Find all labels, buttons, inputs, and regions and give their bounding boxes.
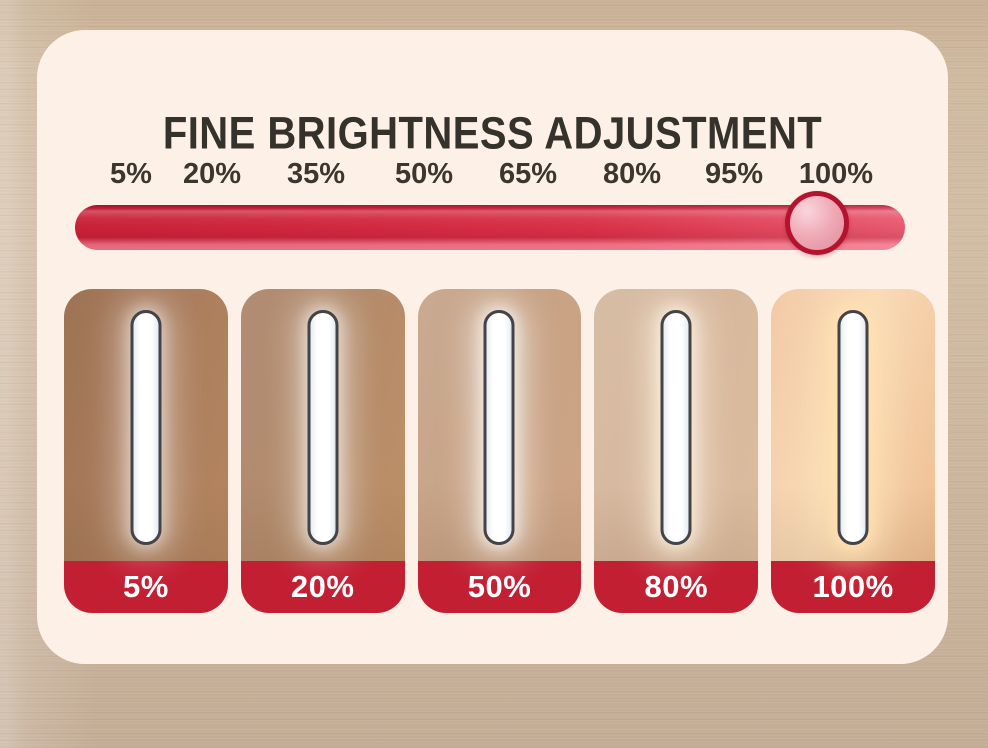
slider-handle[interactable] — [785, 191, 849, 255]
slider-tick-label: 50% — [394, 158, 454, 190]
page-title: FINE BRIGHTNESS ADJUSTMENT — [162, 108, 823, 160]
lamp-photo — [417, 289, 582, 561]
slider-tick-label: 35% — [286, 158, 346, 190]
light-bar — [307, 310, 339, 545]
brightness-label: 5% — [64, 561, 228, 613]
lamp-photo — [594, 289, 759, 561]
brightness-label: 80% — [594, 561, 759, 613]
light-bar — [837, 310, 869, 545]
slider-tick-label: 20% — [182, 158, 242, 190]
slider-tick-label: 100% — [798, 158, 874, 190]
slider-tick-label: 65% — [498, 158, 558, 190]
slider-track[interactable] — [75, 205, 905, 250]
brightness-label: 50% — [417, 561, 582, 613]
slider-tick-label: 95% — [704, 158, 764, 190]
brightness-panel: 50% — [417, 289, 582, 613]
brightness-panel: 20% — [240, 289, 405, 613]
brightness-label: 100% — [771, 561, 935, 613]
light-bar — [130, 310, 162, 545]
light-bar — [660, 310, 692, 545]
brightness-card: FINE BRIGHTNESS ADJUSTMENT 5% 20% 35% 50% 65… — [37, 30, 948, 664]
lamp-photo — [771, 289, 935, 561]
slider-tick-label: 80% — [602, 158, 662, 190]
slider-tick-label: 5% — [110, 158, 152, 190]
lamp-photo — [64, 289, 228, 561]
brightness-panel: 100% — [771, 289, 935, 613]
brightness-label: 20% — [240, 561, 405, 613]
brightness-panel: 80% — [594, 289, 759, 613]
lamp-photo — [240, 289, 405, 561]
brightness-panel: 5% — [64, 289, 228, 613]
light-bar — [483, 310, 515, 545]
brightness-panels: 5% 20% 50% 80% 100% — [64, 289, 935, 613]
